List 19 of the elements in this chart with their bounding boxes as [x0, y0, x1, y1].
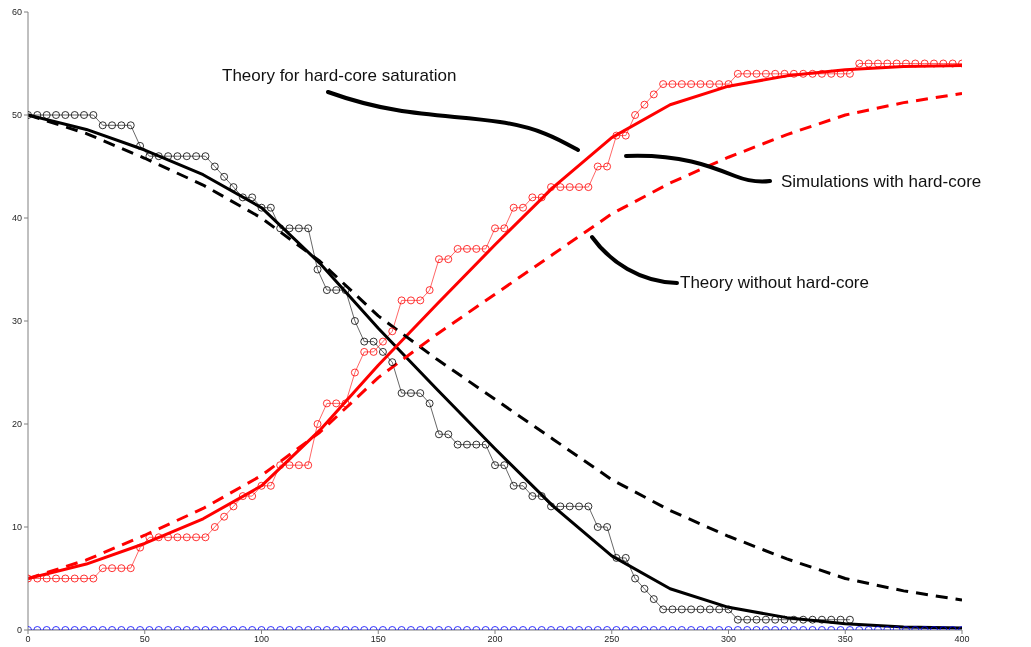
x-tick-label: 250: [604, 634, 620, 645]
x-tick-label: 350: [837, 634, 853, 645]
x-tick-label: 300: [720, 634, 737, 645]
annotation: Theory for hard-core saturation: [222, 66, 457, 86]
y-tick-label: 30: [11, 316, 22, 327]
y-tick-label: 10: [11, 522, 22, 533]
x-tick-label: 50: [139, 634, 150, 645]
x-tick-label: 400: [954, 634, 970, 645]
y-tick-label: 60: [11, 7, 22, 18]
x-tick-label: 200: [487, 634, 503, 645]
x-tick-label: 100: [253, 634, 270, 645]
y-tick-label: 40: [11, 213, 22, 224]
annotation: Theory without hard-core: [680, 273, 869, 293]
y-tick-label: 0: [16, 625, 22, 636]
y-tick-label: 50: [11, 110, 22, 121]
x-tick-label: 0: [25, 634, 31, 645]
x-tick-label: 150: [370, 634, 386, 645]
y-tick-label: 20: [11, 419, 22, 430]
annotation: Simulations with hard-core: [781, 172, 982, 192]
